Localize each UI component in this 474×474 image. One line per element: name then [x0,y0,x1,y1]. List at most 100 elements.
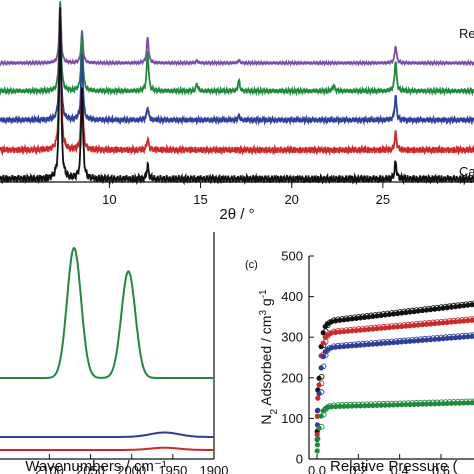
panel-c-desorption-point [318,389,325,395]
panel-c-data-point [353,342,359,349]
panel-c-x-tick-label: 0.6 [432,463,450,474]
panel-c-data-point [366,314,372,320]
panel-c-data-point [374,313,380,319]
panel-c-data-point [345,403,351,409]
panel-c-data-point [415,308,421,314]
panel-c-data-point [415,322,421,328]
panel-c-series [314,300,474,454]
panel-c-data-point [440,400,446,407]
panel-c-data-point [382,325,388,331]
panel-c-data-point [314,442,321,448]
panel-c-data-point [444,335,450,341]
panel-c-data-point [395,324,401,330]
panel-c-isotherm-chart: (c) 0 100 200 300 400 500 0.0 0.2 0.4 0.6 Relati… [245,249,474,474]
panel-c-data-point [374,326,380,332]
panel-c-data-point [337,317,343,323]
panel-c-data-point [461,400,467,406]
panel-c-data-point [452,304,459,310]
panel-c-data-point [361,342,368,348]
panel-c-data-point [357,315,363,321]
panel-c-data-point [349,316,355,322]
panel-c-data-point [341,328,347,335]
panel-c-data-point [370,402,376,409]
panel-b-series-line [0,446,214,451]
panel-c-data-point [349,343,355,349]
panel-c-data-point [407,401,413,408]
panel-c-data-point [432,320,438,327]
panel-c-data-point [465,302,471,308]
panel-c-data-point [415,401,421,407]
panel-c-data-point [314,432,320,438]
panel-c-data-point [314,448,320,454]
panel-c-y-tick-label: 500 [281,249,303,264]
panel-c-data-point [341,403,347,409]
panel-c-data-point [320,340,326,346]
panel-a-xrd-chart: 10 15 20 25 2θ / ° Re Ca [0,1,474,223]
panel-c-data-point [366,403,372,409]
panel-c-x-axis-label: Relative Pressure ( [330,458,458,474]
panel-c-data-point [390,402,397,408]
panel-a-series-line [0,8,474,157]
panel-c-data-point [349,328,355,334]
panel-c-data-point [432,306,438,312]
panel-c-data-point [452,319,459,325]
panel-c-data-point [457,318,463,324]
panel-c-data-point [436,320,442,326]
panel-b-x-axis-label: Wavenumbers / cm⁻¹ [25,458,167,474]
panel-b-x-tick-label: 2000 [117,463,146,474]
panel-c-data-point [436,401,442,407]
panel-c-data-point [399,402,405,408]
panel-c-data-point [361,403,368,409]
panel-c-data-point [399,323,405,330]
panel-a-series-line [0,1,474,97]
panel-c-data-point [469,400,474,406]
panel-c-data-point [444,400,450,407]
panel-c-data-point [357,403,363,409]
panel-c-data-point [318,413,324,419]
panel-c-data-point [407,323,413,329]
panel-c-data-point [328,404,335,410]
panel-c-y-tick-label: 200 [281,370,303,385]
panel-c-data-point [407,309,413,315]
panel-c-data-point [361,314,368,320]
panel-c-data-point [345,343,351,349]
panel-a-series-line [0,4,474,67]
panel-c-data-point [324,321,330,327]
panel-c-data-point [395,339,401,345]
panel-c-data-point [370,341,376,347]
panel-c-data-point [328,319,335,325]
panel-c-data-point [419,337,425,343]
panel-c-y-tick-label: 400 [281,289,303,304]
panel-c-data-point [419,307,425,314]
panel-c-data-point [423,337,430,343]
panel-c-data-point [386,311,392,318]
panel-c-data-point [465,400,471,406]
panel-c-data-point [324,332,330,338]
panel-c-y-tick-label: 300 [281,330,303,345]
panel-c-data-point [337,344,343,350]
panel-c-data-point [428,337,434,343]
panel-c-data-point [315,436,321,442]
panel-c-data-point [423,401,430,407]
panel-c-data-point [328,330,335,336]
panel-c-data-point [452,400,459,406]
panel-c-data-point [328,345,335,351]
panel-c-data-point [448,304,454,310]
panel-c-data-point [428,401,434,407]
panel-c-data-point [386,402,392,408]
panel-c-data-point [395,402,401,408]
panel-a-series-line [0,12,474,126]
panel-c-data-point [432,336,438,342]
panel-c-data-point [419,401,425,407]
panel-c-data-point [386,324,392,331]
panel-c-data-point [411,308,417,315]
panel-b-series [0,246,214,451]
panel-c-data-point [440,336,446,342]
panel-c-data-point [452,335,459,341]
panel-c-data-point [411,338,417,344]
panel-c-data-point [341,343,347,350]
panel-c-data-point [411,401,417,407]
panel-c-data-point [457,303,463,309]
panel-c-data-point [419,322,425,328]
panel-c-desorption-point [471,398,474,405]
